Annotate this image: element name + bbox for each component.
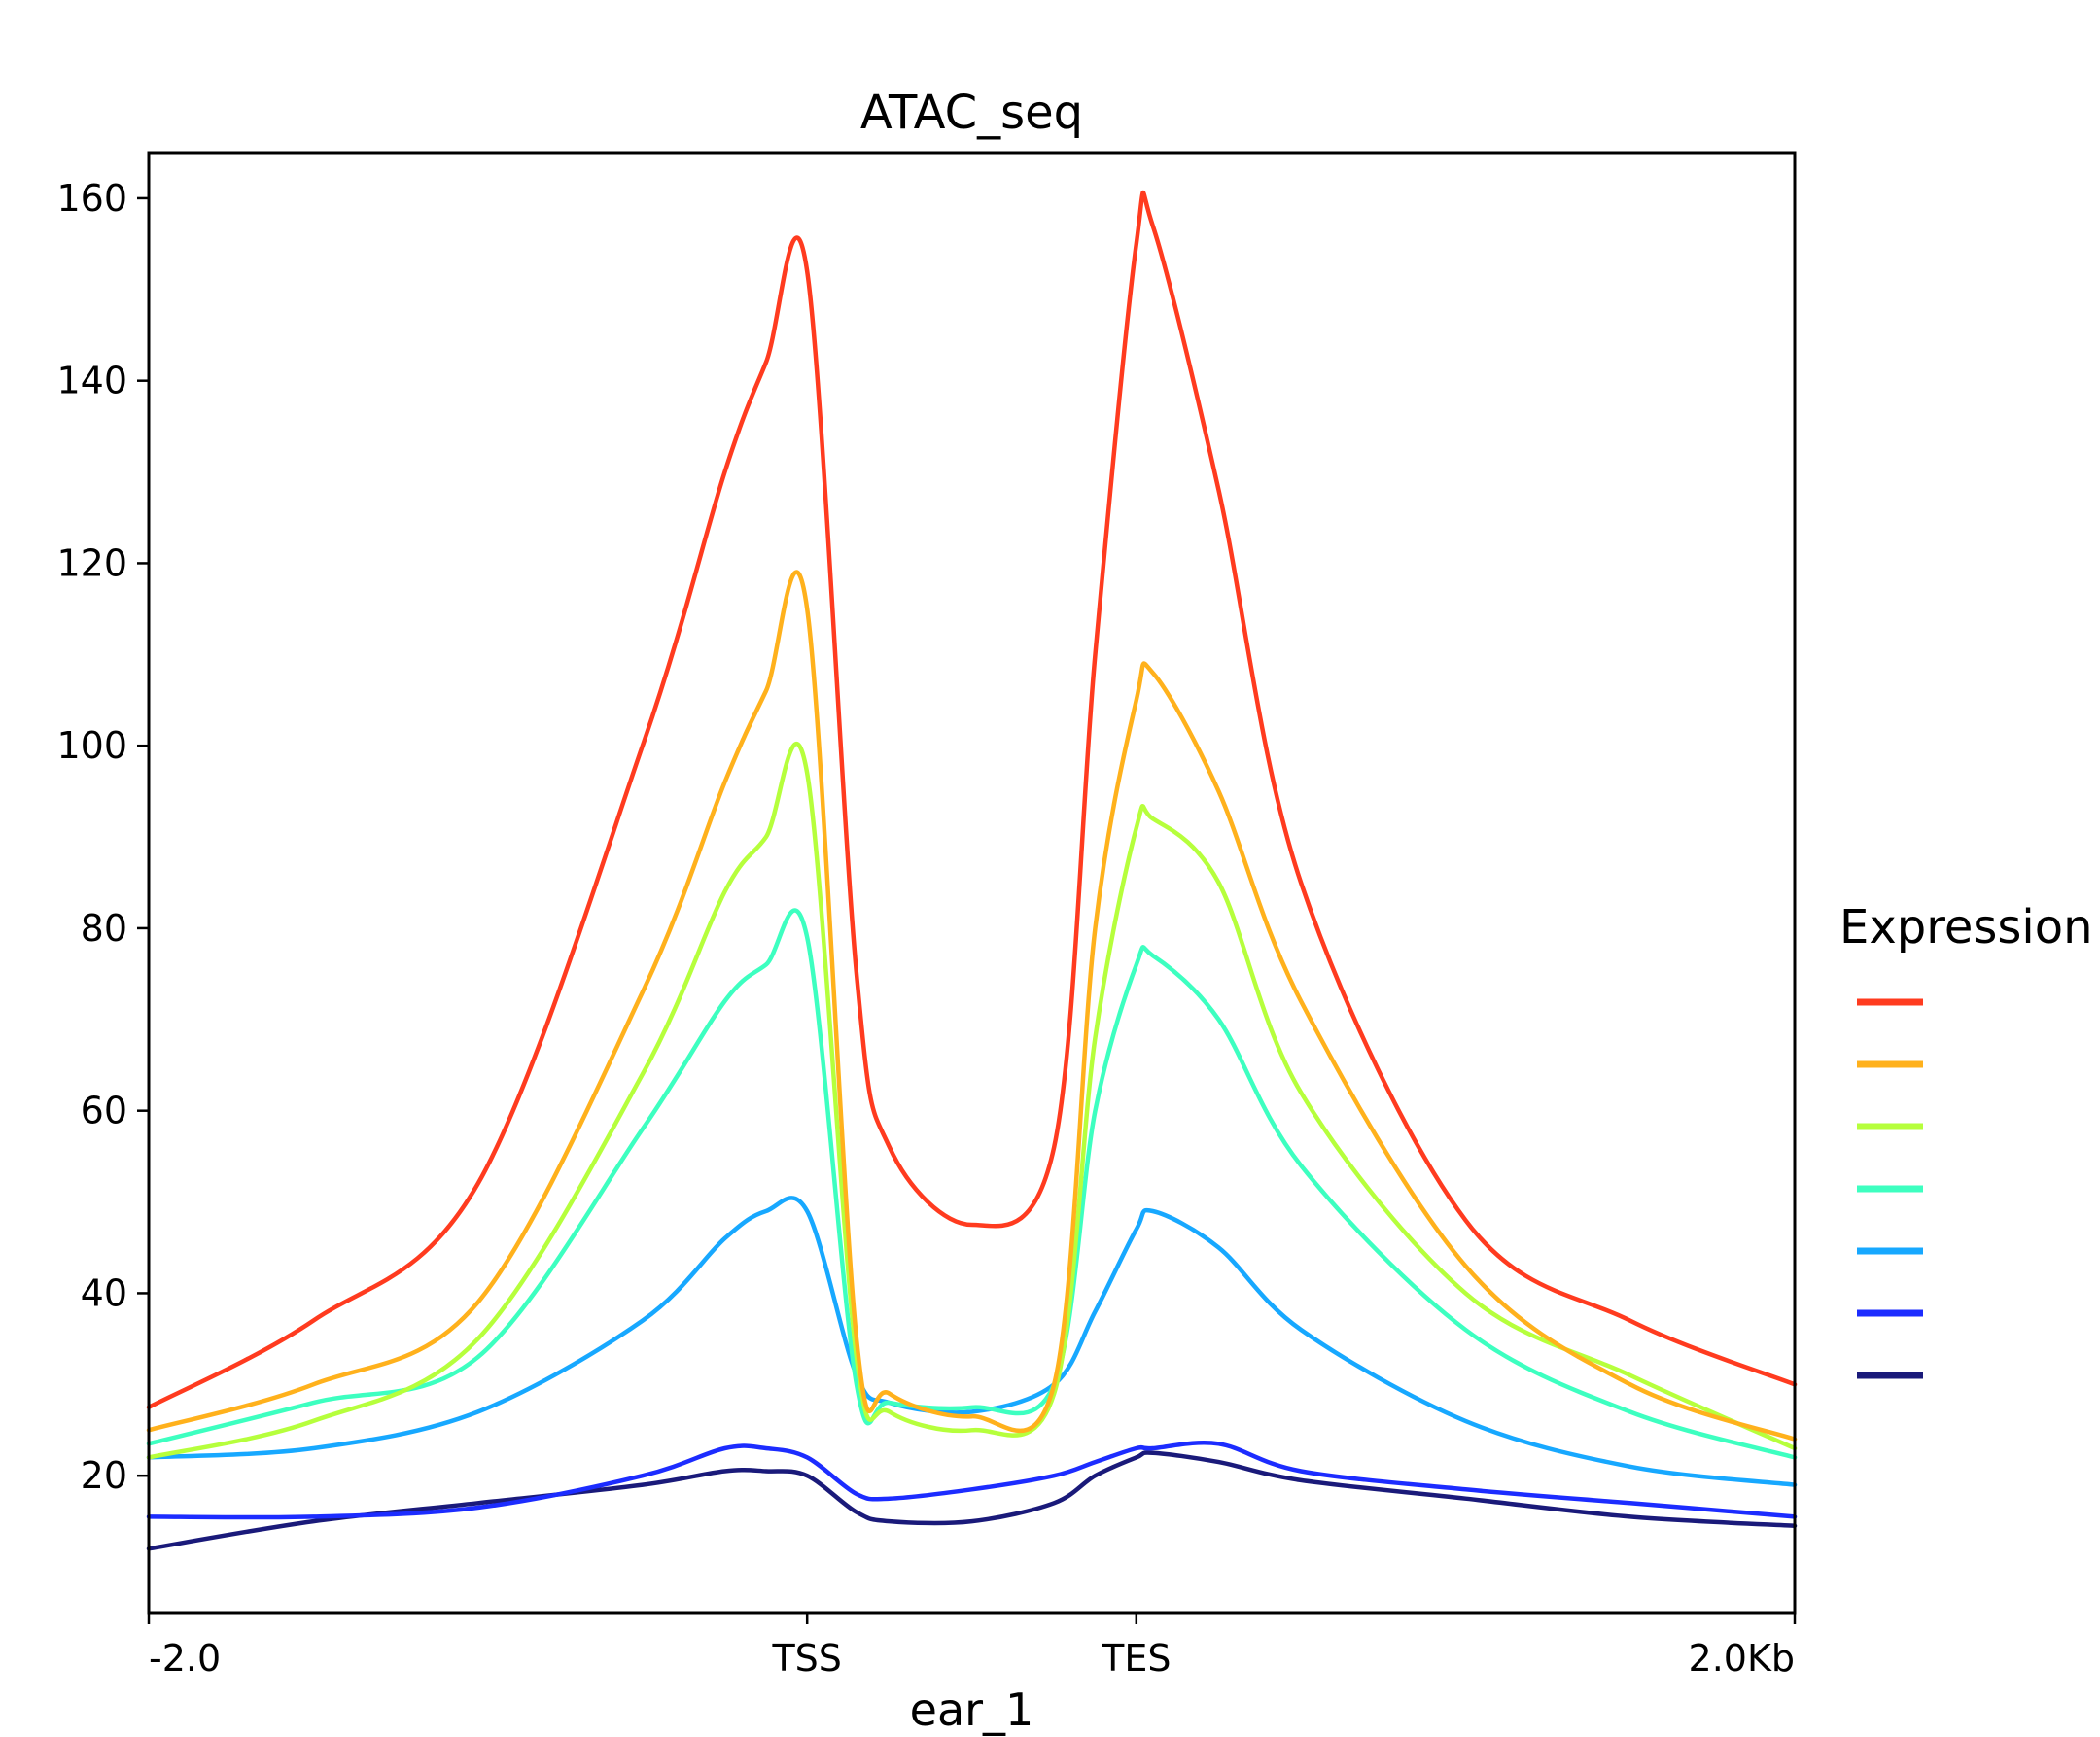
y-tick-label: 160 <box>56 177 127 220</box>
series-line <box>146 570 1798 1442</box>
series-line <box>146 1450 1798 1551</box>
series-line <box>146 190 1798 1410</box>
legend-title: Expression <box>1839 900 2093 955</box>
series-lines <box>146 190 1798 1551</box>
y-axis: 20 40 60 80 100 120 140 160 <box>56 177 149 1497</box>
x-axis-label: ear_1 <box>910 1684 1034 1736</box>
y-tick-label: 40 <box>81 1271 127 1314</box>
legend-items <box>1857 998 1923 1379</box>
x-tick-label: -2.0 <box>149 1637 221 1680</box>
plot-frame <box>147 151 1797 1615</box>
legend: Expression <box>1839 900 2093 1379</box>
chart-title: ATAC_seq <box>860 86 1083 140</box>
x-axis: -2.0 TSS TES 2.0Kb <box>147 1613 1797 1680</box>
y-tick-label: 100 <box>56 724 127 767</box>
y-tick-label: 80 <box>81 907 127 950</box>
x-tick-label: TES <box>1101 1637 1171 1680</box>
series-line <box>146 1440 1798 1520</box>
y-tick-label: 20 <box>81 1454 127 1497</box>
series-line <box>146 741 1798 1460</box>
y-tick-label: 120 <box>56 541 127 584</box>
y-tick-label: 140 <box>56 360 127 402</box>
series-line <box>146 908 1798 1460</box>
series-line <box>146 1196 1798 1487</box>
x-tick-label: TSS <box>771 1637 841 1680</box>
x-tick-label: 2.0Kb <box>1689 1637 1795 1680</box>
y-tick-label: 60 <box>81 1090 127 1132</box>
